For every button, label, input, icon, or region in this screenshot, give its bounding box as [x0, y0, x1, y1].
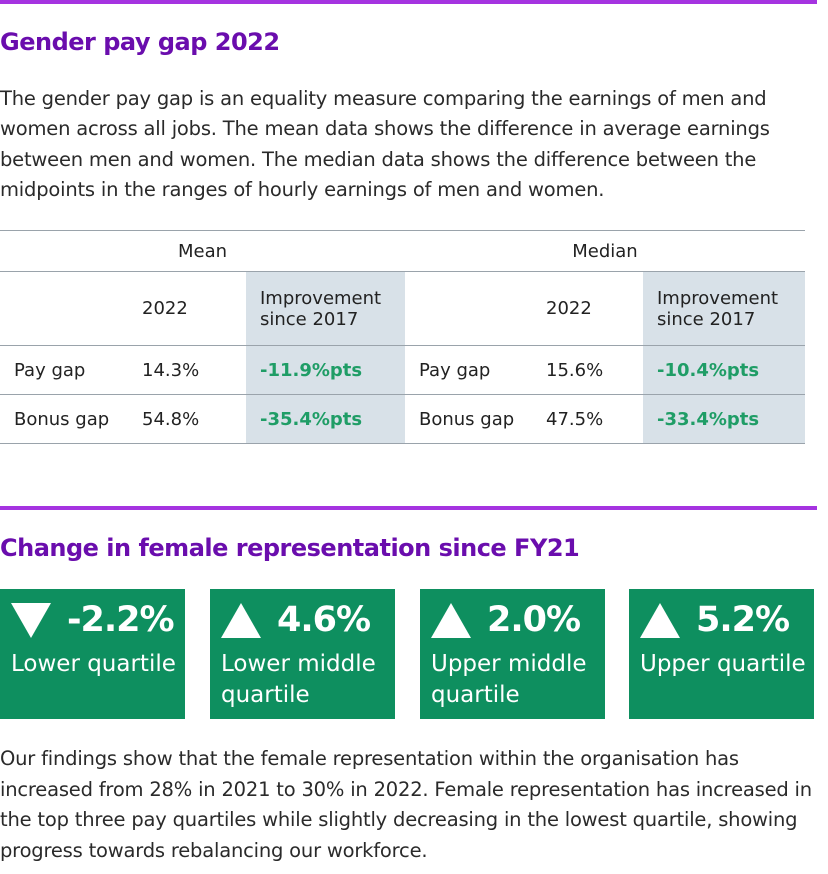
up-triangle-icon — [221, 602, 261, 638]
up-triangle-icon — [640, 602, 680, 638]
tile-label: Lower quartile — [11, 651, 176, 677]
row-label: Bonus gap — [0, 394, 142, 444]
tile-lower-middle-quartile: 4.6% Lower middle quartile — [210, 589, 395, 719]
row-label: Bonus gap — [405, 394, 546, 444]
row-label: Pay gap — [405, 345, 546, 395]
table-subheader-row: 2022 Improvement since 2017 2022 Improve… — [0, 271, 805, 346]
tile-label: Upper quartile — [640, 651, 806, 677]
tile-upper-quartile: 5.2% Upper quartile — [629, 589, 814, 719]
mean-2022-value: 54.8% — [142, 394, 246, 444]
section-title-representation: Change in female representation since FY… — [0, 534, 580, 562]
top-accent-rule — [0, 0, 817, 4]
median-improvement-header: Improvement since 2017 — [643, 271, 805, 346]
tile-value: -2.2% — [67, 600, 175, 640]
tile-value: 2.0% — [487, 600, 581, 640]
empty-header-cell — [0, 271, 142, 346]
quartile-tiles: -2.2% Lower quartile 4.6% Lower middle q… — [0, 589, 817, 719]
section-accent-rule — [0, 506, 817, 510]
mean-group-header: Mean — [0, 230, 405, 272]
median-group-header: Median — [405, 230, 805, 272]
tile-label: Upper middle quartile — [431, 651, 587, 708]
table-row: Bonus gap 54.8% -35.4%pts Bonus gap 47.5… — [0, 394, 805, 444]
tile-value: 4.6% — [277, 600, 371, 640]
tile-upper-middle-quartile: 2.0% Upper middle quartile — [420, 589, 605, 719]
up-triangle-icon — [431, 602, 471, 638]
median-improvement-value: -33.4%pts — [643, 394, 805, 444]
mean-year-header: 2022 — [142, 271, 246, 346]
section-title-pay-gap: Gender pay gap 2022 — [0, 28, 280, 56]
findings-paragraph: Our findings show that the female repres… — [0, 747, 812, 862]
tile-value: 5.2% — [696, 600, 790, 640]
mean-improvement-header: Improvement since 2017 — [246, 271, 405, 346]
row-label: Pay gap — [0, 345, 142, 395]
tile-lower-quartile: -2.2% Lower quartile — [0, 589, 185, 719]
median-2022-value: 15.6% — [546, 345, 643, 395]
intro-paragraph: The gender pay gap is an equality measur… — [0, 87, 770, 202]
mean-2022-value: 14.3% — [142, 345, 246, 395]
median-improvement-value: -10.4%pts — [643, 345, 805, 395]
median-2022-value: 47.5% — [546, 394, 643, 444]
mean-improvement-value: -11.9%pts — [246, 345, 405, 395]
empty-header-cell — [405, 271, 546, 346]
table-row: Pay gap 14.3% -11.9%pts Pay gap 15.6% -1… — [0, 345, 805, 395]
pay-gap-table: Mean Median 2022 Improvement since 2017 … — [0, 230, 805, 444]
tile-label: Lower middle quartile — [221, 651, 376, 708]
median-year-header: 2022 — [546, 271, 643, 346]
mean-improvement-value: -35.4%pts — [246, 394, 405, 444]
table-group-header-row: Mean Median — [0, 230, 805, 272]
down-triangle-icon — [11, 602, 51, 638]
